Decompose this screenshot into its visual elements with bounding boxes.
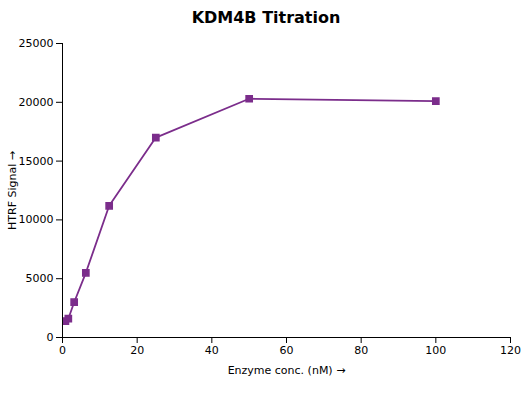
svg-text:20: 20 (130, 344, 144, 357)
svg-text:60: 60 (280, 344, 294, 357)
svg-text:25000: 25000 (19, 37, 54, 50)
svg-text:5000: 5000 (26, 272, 54, 285)
svg-text:10000: 10000 (19, 213, 54, 226)
svg-text:Enzyme conc. (nM) →: Enzyme conc. (nM) → (228, 364, 346, 377)
svg-text:15000: 15000 (19, 155, 54, 168)
svg-text:0: 0 (47, 331, 54, 344)
svg-text:80: 80 (354, 344, 368, 357)
svg-text:120: 120 (500, 344, 521, 357)
html-text:KDM4B Titration: KDM4B Titration (191, 8, 341, 27)
svg-text:0: 0 (59, 344, 66, 357)
svg-text:HTRF Signal →: HTRF Signal → (6, 151, 19, 230)
svg-text:100: 100 (425, 344, 446, 357)
svg-text:20000: 20000 (19, 96, 54, 109)
svg-text:40: 40 (205, 344, 219, 357)
